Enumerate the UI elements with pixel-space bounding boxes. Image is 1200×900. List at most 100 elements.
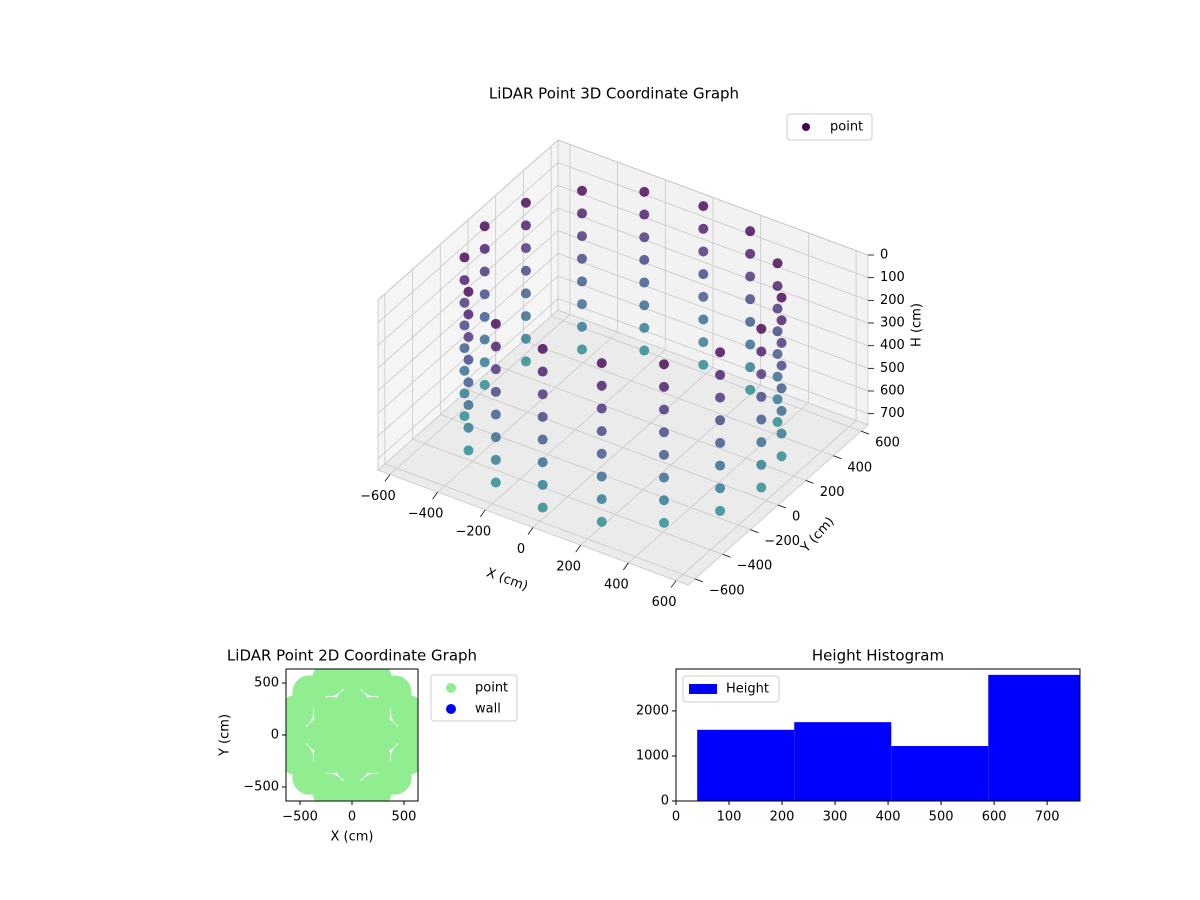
point bbox=[756, 459, 767, 470]
y-tick-label: 600 bbox=[875, 436, 900, 451]
point bbox=[459, 388, 470, 399]
z-tick-label: 100 bbox=[880, 270, 905, 285]
point bbox=[520, 333, 531, 344]
point bbox=[520, 311, 531, 322]
point bbox=[745, 271, 756, 282]
point bbox=[479, 289, 490, 300]
point bbox=[479, 266, 490, 277]
point bbox=[698, 291, 709, 302]
point bbox=[490, 454, 501, 465]
point bbox=[479, 311, 490, 322]
point bbox=[698, 201, 709, 212]
point bbox=[715, 415, 726, 426]
point bbox=[639, 209, 650, 220]
z-tick-label: 400 bbox=[880, 338, 905, 353]
point bbox=[756, 369, 767, 380]
point bbox=[490, 364, 501, 375]
y-tick-label: 0 bbox=[271, 728, 279, 743]
tick-mark bbox=[750, 529, 759, 533]
legend-label: point bbox=[475, 681, 508, 696]
y-tick-label: 2000 bbox=[636, 703, 669, 718]
point bbox=[537, 479, 548, 490]
point bbox=[639, 322, 650, 333]
point bbox=[745, 316, 756, 327]
point bbox=[596, 358, 607, 369]
point bbox=[577, 276, 587, 287]
tick-mark bbox=[860, 430, 870, 435]
point bbox=[520, 243, 531, 254]
point bbox=[745, 248, 756, 259]
x-tick-label: 400 bbox=[876, 810, 901, 825]
x-tick-label: 300 bbox=[823, 810, 848, 825]
tick-mark bbox=[805, 480, 814, 484]
grid-line bbox=[440, 414, 751, 530]
point bbox=[537, 389, 548, 400]
tick-mark bbox=[623, 562, 629, 571]
point bbox=[479, 357, 490, 368]
point bbox=[335, 718, 369, 752]
point bbox=[698, 246, 709, 257]
point bbox=[659, 427, 669, 438]
point bbox=[776, 360, 787, 371]
point bbox=[577, 231, 587, 242]
grid-line bbox=[384, 463, 696, 580]
legend-marker bbox=[446, 704, 456, 714]
tick-mark bbox=[384, 474, 391, 482]
chart-title: LiDAR Point 3D Coordinate Graph bbox=[489, 85, 739, 103]
point bbox=[356, 739, 391, 774]
point bbox=[745, 294, 756, 305]
point bbox=[459, 365, 470, 376]
grid-line bbox=[557, 162, 869, 279]
x-tick-label: 0 bbox=[672, 810, 680, 825]
y-tick-label: 0 bbox=[661, 794, 669, 809]
point bbox=[479, 334, 490, 345]
y-tick-label: −600 bbox=[709, 583, 745, 598]
x-tick-label: 600 bbox=[652, 595, 677, 610]
bar bbox=[697, 729, 795, 801]
point bbox=[772, 280, 783, 291]
point bbox=[698, 269, 709, 280]
tick-mark bbox=[575, 544, 582, 553]
point bbox=[479, 379, 490, 390]
x-tick-label: 600 bbox=[982, 810, 1007, 825]
legend-box bbox=[682, 675, 780, 703]
point bbox=[537, 343, 548, 354]
point bbox=[659, 381, 669, 392]
point bbox=[756, 414, 767, 425]
legend-label: wall bbox=[475, 702, 501, 717]
x-tick-label: 200 bbox=[556, 560, 581, 575]
point bbox=[756, 391, 767, 402]
legend-marker bbox=[446, 683, 456, 693]
grid-line bbox=[467, 389, 779, 506]
point bbox=[772, 258, 783, 269]
y-tick-label: 0 bbox=[792, 510, 800, 525]
tick-mark bbox=[479, 509, 486, 518]
point bbox=[537, 457, 548, 468]
point bbox=[639, 300, 650, 311]
point bbox=[745, 362, 756, 373]
point bbox=[463, 400, 474, 411]
point bbox=[715, 460, 726, 471]
point bbox=[520, 220, 531, 231]
y-axis-label: Y (cm) bbox=[218, 714, 233, 757]
point bbox=[596, 403, 607, 414]
point bbox=[659, 517, 669, 528]
y-axis-label: Y (cm) bbox=[798, 514, 838, 556]
x-tick-label: −200 bbox=[455, 524, 491, 539]
point bbox=[596, 471, 607, 482]
point bbox=[776, 405, 787, 416]
grid-line bbox=[557, 252, 869, 369]
grid-line bbox=[377, 185, 559, 346]
point bbox=[537, 411, 548, 422]
grid-line bbox=[557, 184, 869, 301]
point bbox=[776, 451, 787, 462]
point bbox=[490, 477, 501, 488]
point bbox=[772, 416, 783, 427]
z-tick-label: 700 bbox=[880, 406, 905, 421]
point bbox=[463, 377, 474, 388]
point bbox=[715, 347, 726, 358]
point bbox=[745, 226, 756, 237]
point bbox=[756, 323, 767, 334]
point bbox=[490, 341, 501, 352]
